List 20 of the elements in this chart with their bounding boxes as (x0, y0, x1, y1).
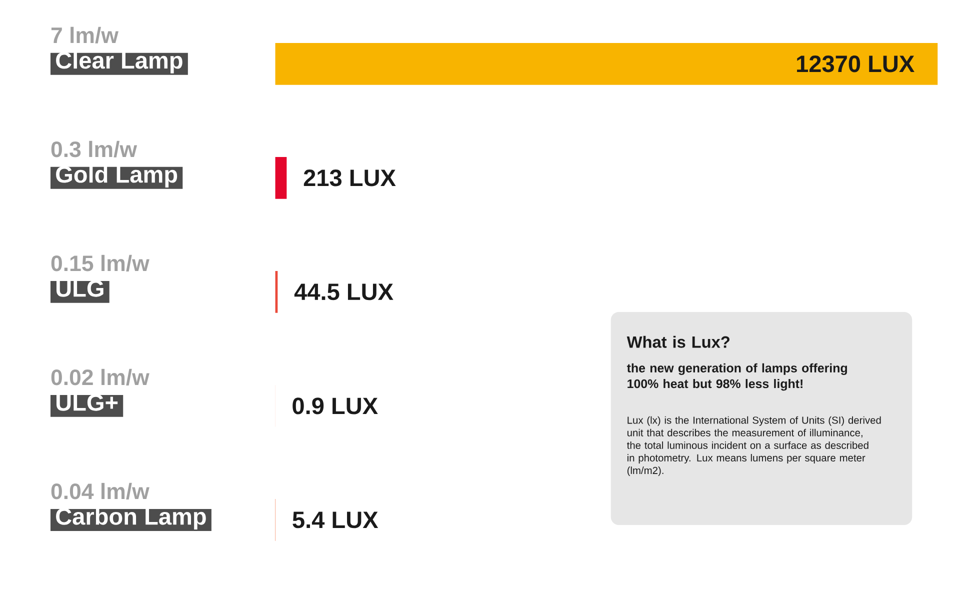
data-label: 12370 LUX (797, 56, 914, 72)
annotation: What is Lux? (626, 336, 730, 348)
data-label: 5.4 LUX (292, 512, 378, 528)
data-label: 0.9 LUX (292, 398, 378, 414)
text: 0.3 lm/w (51, 140, 138, 158)
text: 0.04 lm/w (51, 483, 150, 500)
data-label: 213 LUX (304, 170, 396, 186)
text: 0.02 lm/w (51, 369, 150, 386)
data-label: 44.5 LUX (294, 284, 394, 300)
bar (275, 157, 287, 199)
annotation: Lux (lx) is the International System of Units (SI) derived unit that describes the measurement of illuminance, the total luminous incident on a surface as described in photometry. Lux means lumens per square meter (lm/m2). (626, 416, 881, 476)
annotation: the new generation of lamps offering 100% heat but 98% less light! (626, 363, 847, 391)
bar (275, 43, 938, 85)
text: 0.15 lm/w (51, 255, 150, 272)
text: 7 lm/w (51, 26, 119, 44)
y-tick-label: Carbon Lamp (56, 508, 206, 530)
y-tick-label: Clear Lamp (56, 52, 182, 74)
y-tick-label: ULG+ (56, 394, 118, 411)
y-tick-label: ULG (56, 280, 104, 297)
y-tick-label: Gold Lamp (56, 166, 178, 188)
